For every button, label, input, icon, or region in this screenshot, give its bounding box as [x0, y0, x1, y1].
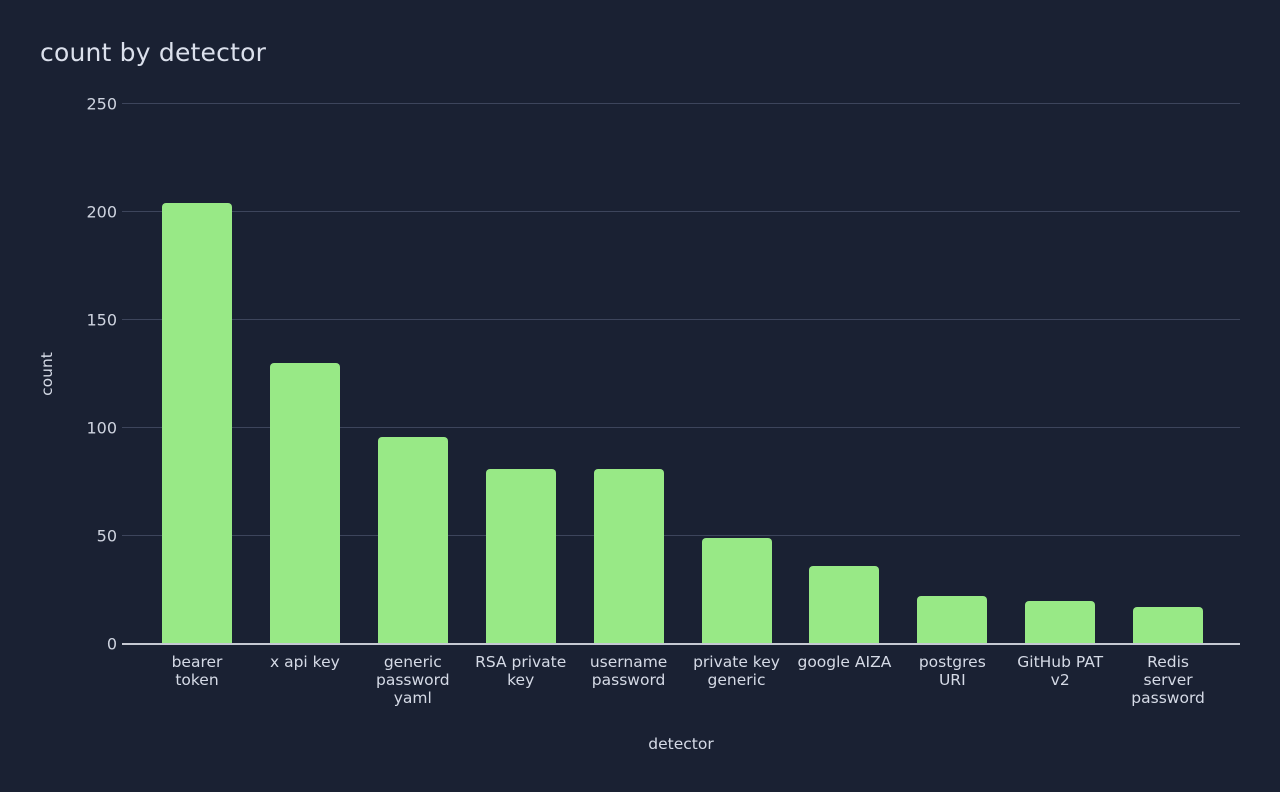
x-tick-generic-password-yaml: generic password yaml: [376, 653, 450, 707]
y-axis-title: count: [38, 352, 56, 396]
chart-title: count by detector: [40, 38, 267, 67]
bar-x-api-key[interactable]: [269, 363, 340, 644]
y-tick-150: 150: [86, 310, 117, 330]
bar-generic-password-yaml[interactable]: [377, 436, 448, 644]
x-tick-google-aiza: google AIZA: [797, 653, 892, 671]
y-tick-100: 100: [86, 418, 117, 438]
bar-redis-server-password[interactable]: [1133, 607, 1204, 644]
bar-rsa-private-key[interactable]: [485, 469, 556, 644]
bar-private-key-generic[interactable]: [701, 538, 772, 644]
x-tick-bearer-token: bearer token: [171, 653, 223, 689]
y-tick-0: 0: [106, 634, 117, 654]
bar-github-pat-v2[interactable]: [1025, 600, 1096, 644]
x-axis-title: detector: [648, 735, 714, 753]
x-tick-private-key-generic: private key generic: [693, 653, 780, 689]
gridline-250: [122, 103, 1240, 104]
x-tick-redis-server-password: Redis server password: [1131, 653, 1205, 707]
gridline-100: [122, 427, 1240, 428]
gridline-200: [122, 211, 1240, 212]
x-tick-postgres-uri: postgres URI: [918, 653, 986, 689]
bar-google-aiza[interactable]: [809, 566, 880, 644]
y-tick-250: 250: [86, 94, 117, 114]
gridline-50: [122, 535, 1240, 536]
bar-bearer-token[interactable]: [162, 203, 232, 644]
x-axis-line: [122, 643, 1240, 645]
y-tick-50: 50: [96, 526, 117, 546]
gridline-150: [122, 319, 1240, 320]
bar-postgres-uri[interactable]: [917, 596, 988, 644]
x-tick-username-password: username password: [589, 653, 668, 689]
bar-username-password[interactable]: [593, 469, 664, 644]
x-tick-rsa-private-key: RSA private key: [475, 653, 567, 689]
y-tick-200: 200: [86, 202, 117, 222]
x-tick-github-pat-v2: GitHub PAT v2: [1017, 653, 1104, 689]
plot-area: [122, 103, 1240, 645]
x-tick-x-api-key: x api key: [269, 653, 340, 671]
